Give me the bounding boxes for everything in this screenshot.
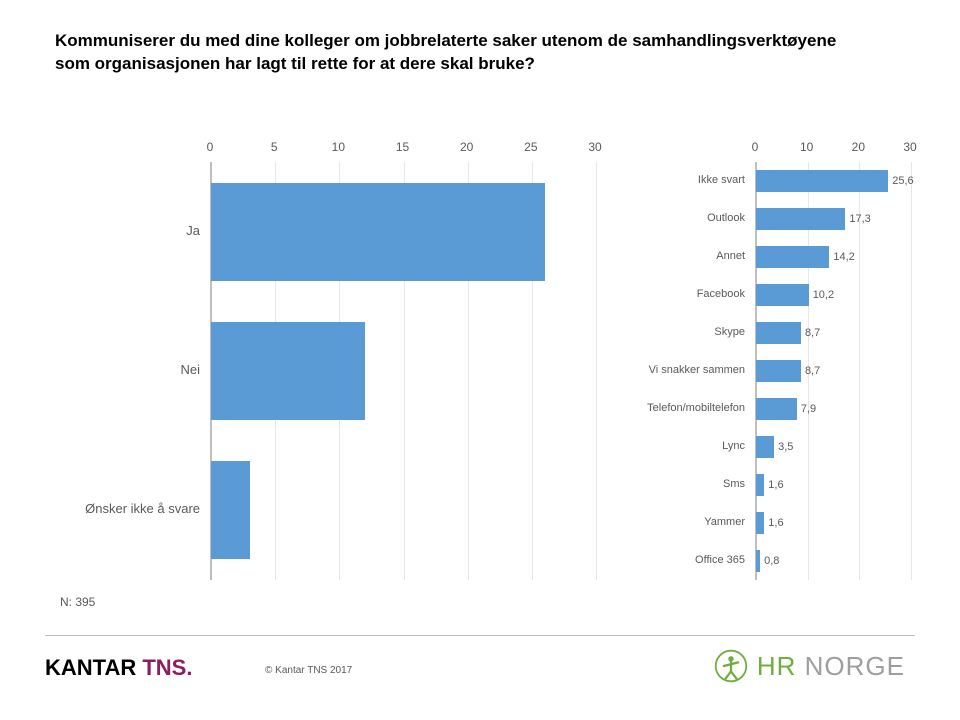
bar-row: 0,8	[756, 550, 779, 572]
value-label: 3,5	[778, 441, 793, 453]
bar	[756, 550, 760, 572]
category-label: Ønsker ikke å svare	[50, 501, 200, 516]
value-label: 1,6	[768, 479, 783, 491]
bar-row: 17,3	[756, 208, 871, 230]
kantar-tns-logo: KANTAR TNS.	[45, 655, 192, 681]
x-tick-label: 5	[271, 140, 278, 154]
category-label: Ikke svart	[615, 174, 745, 186]
bar-row: 10,2	[756, 284, 834, 306]
bar-row	[211, 322, 365, 420]
right-chart-x-axis: 0102030	[755, 140, 910, 160]
hr-norge-logo: HR NORGE	[713, 648, 905, 684]
bar	[211, 322, 365, 420]
tns-word: TNS	[142, 655, 186, 680]
right-chart-plot: 25,6Ikke svart17,3Outlook14,2Annet10,2Fa…	[755, 162, 910, 580]
right-chart: 0 10 20 30 25,6Ikke svart17,3Outlook14,2Ann…	[620, 140, 930, 580]
x-tick-label: 0	[752, 140, 759, 154]
bar-row: 3,5	[756, 436, 793, 458]
value-label: 10,2	[813, 289, 834, 301]
n-label: N: 395	[60, 595, 95, 609]
left-chart-x-axis: 051015202530	[210, 140, 595, 160]
value-label: 7,9	[801, 403, 816, 415]
x-tick-label: 10	[332, 140, 345, 154]
value-label: 25,6	[892, 175, 913, 187]
category-label: Sms	[615, 478, 745, 490]
copyright-text: © Kantar TNS 2017	[265, 665, 352, 676]
left-chart: 051015202530 JaNeiØnsker ikke å svare	[55, 140, 595, 580]
category-label: Ja	[50, 223, 200, 238]
bar-row: 1,6	[756, 474, 784, 496]
category-label: Vi snakker sammen	[615, 364, 745, 376]
bar-row: 7,9	[756, 398, 816, 420]
x-tick-label: 30	[903, 140, 916, 154]
bar	[756, 512, 764, 534]
value-label: 8,7	[805, 365, 820, 377]
bar	[211, 183, 545, 281]
kantar-word: KANTAR	[45, 655, 142, 680]
x-tick-label: 15	[396, 140, 409, 154]
bar	[756, 474, 764, 496]
x-tick-label: 20	[852, 140, 865, 154]
bar	[756, 246, 829, 268]
value-label: 0,8	[764, 555, 779, 567]
hr-norge-text: HR NORGE	[757, 651, 905, 682]
x-tick-label: 0	[207, 140, 214, 154]
value-label: 17,3	[849, 213, 870, 225]
category-label: Office 365	[615, 554, 745, 566]
category-label: Yammer	[615, 516, 745, 528]
x-tick-label: 20	[460, 140, 473, 154]
value-label: 14,2	[833, 251, 854, 263]
footer-divider	[45, 635, 915, 636]
category-label: Lync	[615, 440, 745, 452]
bar	[756, 208, 845, 230]
category-label: Telefon/mobiltelefon	[615, 402, 745, 414]
bar	[211, 461, 250, 559]
bar	[756, 284, 809, 306]
bar-row: 8,7	[756, 360, 820, 382]
x-tick-label: 30	[588, 140, 601, 154]
x-tick-label: 25	[524, 140, 537, 154]
category-label: Facebook	[615, 288, 745, 300]
bar-row: 8,7	[756, 322, 820, 344]
bar	[756, 170, 888, 192]
value-label: 1,6	[768, 517, 783, 529]
bar-row	[211, 461, 250, 559]
gridline	[911, 162, 912, 580]
chart-title: Kommuniserer du med dine kolleger om job…	[55, 30, 875, 76]
left-chart-plot: JaNeiØnsker ikke å svare	[210, 162, 595, 580]
bar-row: 14,2	[756, 246, 855, 268]
gridline	[596, 162, 597, 580]
hr-norge-icon	[713, 648, 749, 684]
tns-dot-icon: .	[186, 655, 192, 680]
bar-row	[211, 183, 545, 281]
bar-row: 25,6	[756, 170, 914, 192]
category-label: Annet	[615, 250, 745, 262]
category-label: Skype	[615, 326, 745, 338]
bar-row: 1,6	[756, 512, 784, 534]
bar	[756, 398, 797, 420]
bar	[756, 436, 774, 458]
x-tick-label: 10	[800, 140, 813, 154]
bar	[756, 360, 801, 382]
category-label: Nei	[50, 362, 200, 377]
bar	[756, 322, 801, 344]
value-label: 8,7	[805, 327, 820, 339]
category-label: Outlook	[615, 212, 745, 224]
